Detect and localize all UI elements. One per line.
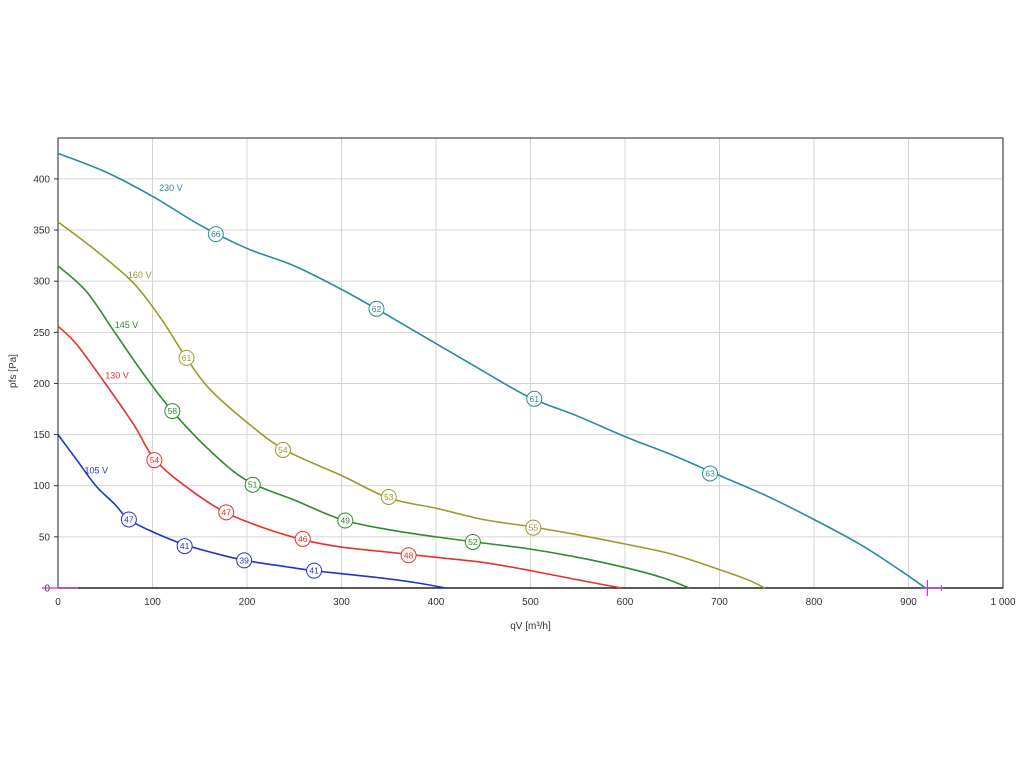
series-line-130v	[57, 325, 622, 589]
y-axis-label: pfs [Pa]	[8, 354, 19, 388]
series-160v: 160 V 61 54 53 55	[57, 221, 766, 589]
marker-label: 47	[124, 514, 134, 524]
marker-circle	[464, 533, 481, 550]
x-tick-label: 0	[55, 597, 61, 608]
x-tick-label: 400	[428, 597, 445, 608]
grid	[58, 138, 1003, 588]
marker-label: 58	[168, 406, 178, 416]
series-label-105v: 105 V	[84, 465, 108, 475]
series-105v: 105 V 47 41 39 41	[57, 434, 446, 589]
marker-circle	[380, 488, 397, 505]
marker-circle	[120, 511, 137, 528]
marker-label: 62	[372, 304, 382, 314]
marker-label: 51	[248, 480, 258, 490]
y-tick-label: 0	[44, 584, 50, 595]
labels: qV [m³/h] pfs [Pa]	[8, 354, 551, 632]
y-tick-label: 350	[33, 226, 50, 237]
x-tick-label: 900	[900, 597, 917, 608]
series-label-145v: 145 V	[115, 320, 139, 330]
marker-label: 39	[239, 555, 249, 565]
marker-circle	[368, 300, 385, 317]
series-label-230v: 230 V	[159, 183, 183, 193]
marker-label: 41	[180, 541, 190, 551]
x-tick-label: 100	[144, 597, 161, 608]
series-label-130v: 130 V	[105, 370, 129, 380]
marker-label: 61	[182, 353, 192, 363]
marker-circle	[525, 519, 542, 536]
marker-circle	[702, 465, 719, 482]
y-tick-label: 50	[39, 532, 51, 543]
marker-label: 53	[384, 492, 394, 502]
marker-label: 46	[298, 534, 308, 544]
marker-circle	[400, 547, 417, 564]
series-line-230v	[57, 152, 926, 589]
marker-label: 66	[211, 229, 221, 239]
x-tick-label: 500	[522, 597, 539, 608]
marker-label: 54	[278, 445, 288, 455]
marker-circle	[337, 512, 354, 529]
y-tick-label: 400	[33, 174, 50, 185]
marker-label: 47	[221, 507, 231, 517]
marker-label: 52	[468, 537, 478, 547]
series-label-160v: 160 V	[128, 270, 152, 280]
marker-label: 55	[529, 523, 539, 533]
series-130v: 130 V 54 47 46 48	[57, 325, 622, 589]
x-tick-label: 800	[806, 597, 823, 608]
y-tick-label: 300	[33, 277, 50, 288]
marker-label: 41	[309, 566, 319, 576]
marker-circle	[207, 226, 224, 243]
marker-circle	[274, 441, 291, 458]
y-tick-label: 150	[33, 430, 50, 441]
marker-circle	[164, 403, 181, 420]
y-tick-label: 200	[33, 379, 50, 390]
series-line-105v	[57, 434, 446, 589]
marker-label: 54	[150, 455, 160, 465]
marker-label: 48	[404, 550, 414, 560]
x-tick-label: 700	[711, 597, 728, 608]
marker-circle	[526, 390, 543, 407]
marker-label: 49	[341, 516, 351, 526]
axes: 0 100 200 300 400 500 600 700 800 900 1 000 0 50 100 1…	[33, 137, 1016, 608]
marker-circle	[218, 504, 235, 521]
x-axis-label: qV [m³/h]	[510, 621, 551, 632]
marker-circle	[244, 476, 261, 493]
series-230v: 230 V 66 62 61 63	[57, 152, 926, 589]
x-tick-label: 1 000	[990, 597, 1015, 608]
x-tick-label: 600	[617, 597, 634, 608]
marker-circle	[294, 530, 311, 547]
marker-label: 63	[705, 468, 715, 478]
y-tick-label: 100	[33, 481, 50, 492]
marker-circle	[176, 538, 193, 555]
marker-circle	[306, 562, 323, 579]
marker-label: 61	[530, 394, 540, 404]
x-tick-label: 300	[333, 597, 350, 608]
marker-circle	[236, 552, 253, 569]
x-tick-label: 200	[239, 597, 256, 608]
marker-circle	[146, 452, 163, 469]
marker-circle	[178, 349, 195, 366]
series-145v: 145 V 58 51 49 52	[57, 265, 690, 589]
y-tick-label: 250	[33, 328, 50, 339]
